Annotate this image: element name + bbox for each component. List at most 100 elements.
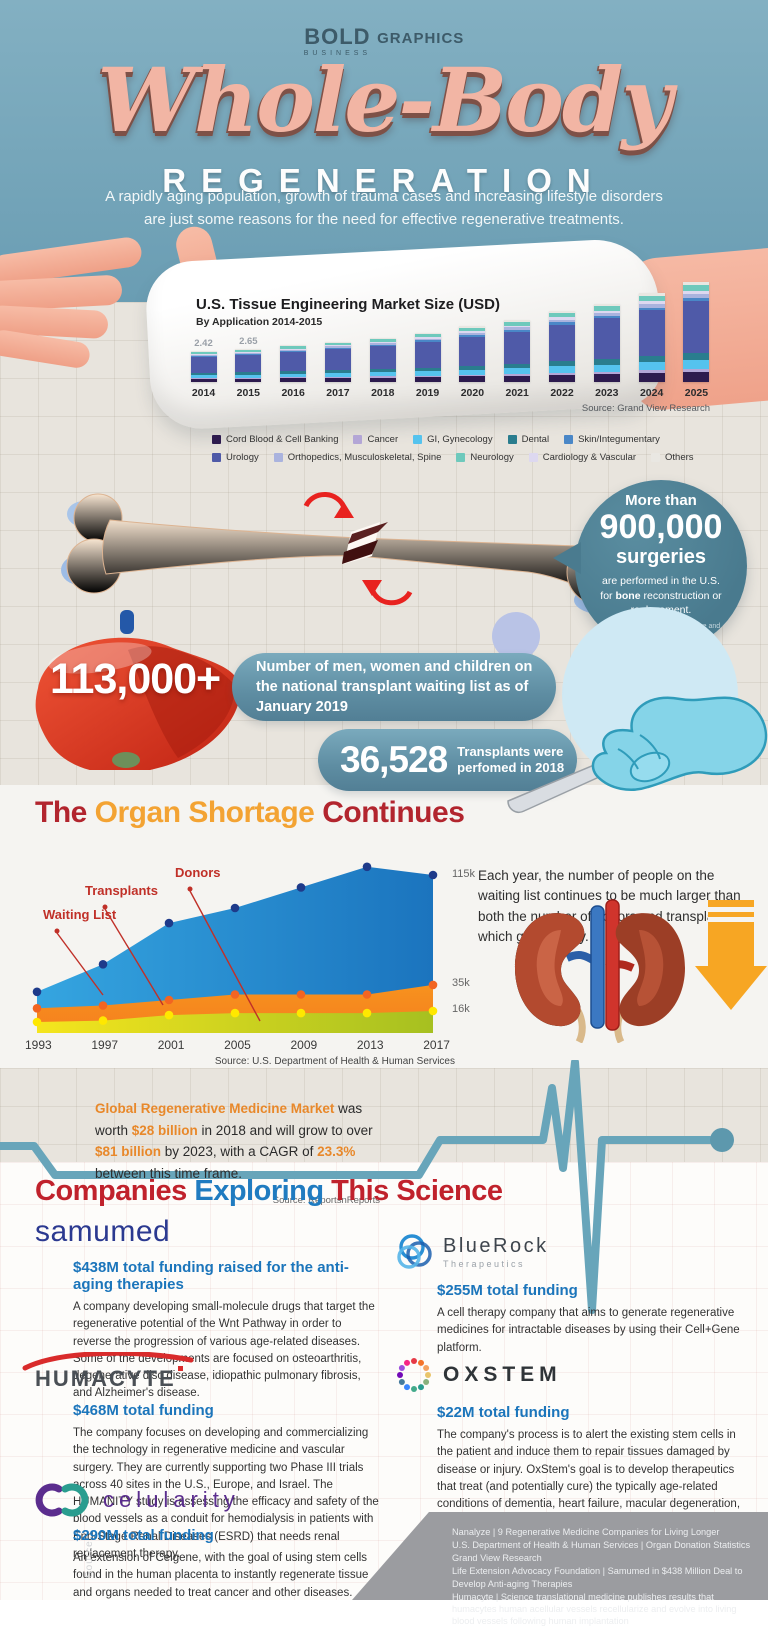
data-point — [164, 918, 174, 928]
bar-column: 2.42 — [190, 300, 217, 382]
bar-segment — [683, 298, 710, 301]
logo-business-text: BUSINESS — [303, 50, 372, 57]
waiting-list-value: 113,000+ — [50, 655, 221, 703]
aorta — [605, 899, 620, 1031]
stat-unit: surgeries — [615, 546, 707, 569]
bar-stack — [324, 341, 351, 383]
data-point — [98, 1001, 108, 1010]
oxstem-dot — [418, 1384, 424, 1391]
bar-column — [549, 300, 576, 382]
bar-segment — [280, 373, 307, 378]
bar-segment — [414, 371, 441, 376]
bar-year-label: 2025 — [684, 387, 709, 399]
bar-segment — [235, 348, 262, 350]
note-text: by 2023, with a CAGR of — [161, 1144, 318, 1160]
bar-segment — [683, 291, 710, 294]
data-point — [296, 883, 306, 892]
bar-segment — [369, 372, 396, 377]
data-point — [362, 990, 372, 999]
bar-segment — [414, 337, 441, 339]
area-year-label: 1993 — [25, 1038, 52, 1052]
legend-label: Neurology — [470, 452, 514, 463]
oxstem-dot — [418, 1359, 424, 1366]
bar-year-label: 2018 — [371, 387, 395, 399]
bar-segment — [369, 337, 396, 340]
bar-year-label: 2023 — [595, 387, 619, 399]
bar-value-label: 2.65 — [239, 335, 258, 347]
area-year-label: 2013 — [356, 1038, 384, 1052]
footer-source-line: Humacyte | Science translational medicin… — [452, 1591, 737, 1626]
legend-swatch — [528, 453, 538, 462]
market-size-chart: U.S. Tissue Engineering Market Size (USD… — [190, 282, 710, 414]
bar-segment — [369, 339, 396, 342]
bar-stack — [414, 332, 441, 382]
note-text: in 2018 and will grow to over — [197, 1122, 373, 1138]
bar-segment — [459, 336, 486, 366]
bluerock-logo: BlueRock — [443, 1234, 549, 1257]
bar-year-label: 2014 — [191, 387, 216, 399]
bar-column — [638, 293, 665, 382]
bar-column — [593, 300, 620, 382]
market-chart-subtitle: By Application 2014-2015 — [196, 316, 323, 328]
annotation-waiting-list: Waiting List — [43, 907, 117, 922]
bar-segment — [190, 377, 217, 379]
legend-swatch — [212, 435, 221, 444]
legend-item: Cancer — [353, 434, 398, 445]
legend-item: Dental — [507, 434, 549, 445]
bar-segment — [280, 378, 307, 382]
bar-stack — [638, 293, 665, 382]
axis-label-16k: 16k — [452, 1003, 470, 1015]
bar-segment — [593, 310, 620, 313]
gallbladder — [112, 752, 140, 768]
bar-segment — [549, 324, 575, 362]
data-point — [428, 980, 438, 990]
bar-segment — [235, 351, 262, 353]
bar-segment — [459, 365, 486, 370]
bar-segment — [369, 343, 396, 345]
company-celularity: celularity $290M total funding An extens… — [35, 1483, 383, 1602]
bar-segment — [638, 301, 665, 305]
oxstem-dot — [425, 1372, 431, 1378]
bar-stack — [280, 345, 307, 382]
bar-segment — [504, 368, 531, 374]
liver-vessel — [120, 610, 134, 634]
bar-segment — [235, 354, 262, 373]
bar-stack — [369, 337, 396, 382]
stat-value: 900,000 — [599, 507, 723, 546]
bar-value-label: 2.42 — [194, 338, 213, 350]
data-point — [428, 870, 438, 880]
bar-segment — [638, 307, 665, 311]
data-point — [98, 960, 108, 969]
footer-source-label: Source — [84, 1540, 95, 1578]
data-point — [362, 1008, 372, 1018]
note-highlight: $81 billion — [95, 1144, 162, 1160]
bar-segment — [549, 322, 575, 325]
oxstem-dot — [411, 1358, 417, 1364]
footer-source-line: U.S. Department of Health & Human Servic… — [452, 1540, 751, 1551]
bar-segment — [280, 377, 307, 379]
legend-swatch — [564, 435, 574, 444]
humacyte-logo-dot — [177, 1366, 183, 1371]
bar-segment — [504, 329, 531, 332]
bar-segment — [459, 369, 486, 375]
bar-column: 2.65 — [235, 300, 262, 382]
bar-segment — [280, 351, 307, 353]
stat-desc-bold: bone — [615, 589, 641, 602]
bar-segment — [593, 371, 620, 375]
right-kidney-inner — [637, 930, 664, 1006]
logo-graphics-text: GRAPHICS — [377, 30, 465, 47]
bar-segment — [280, 371, 307, 374]
source-footer — [352, 1512, 768, 1600]
data-point — [32, 1004, 42, 1013]
legend-swatch — [273, 453, 283, 462]
samumed-logo: samumed — [35, 1215, 171, 1248]
bar-segment — [190, 356, 217, 358]
bar-segment — [549, 319, 575, 323]
note-highlight: $28 billion — [131, 1122, 198, 1138]
bar-segment — [683, 360, 710, 369]
data-point — [296, 1008, 306, 1018]
bar-segment — [190, 357, 217, 374]
intro-text: A rapidly aging population, growth of tr… — [105, 188, 663, 229]
transplants-performed-pill: 36,528 Transplants were perfomed in 2018 — [318, 729, 577, 791]
bar-segment — [414, 334, 441, 338]
